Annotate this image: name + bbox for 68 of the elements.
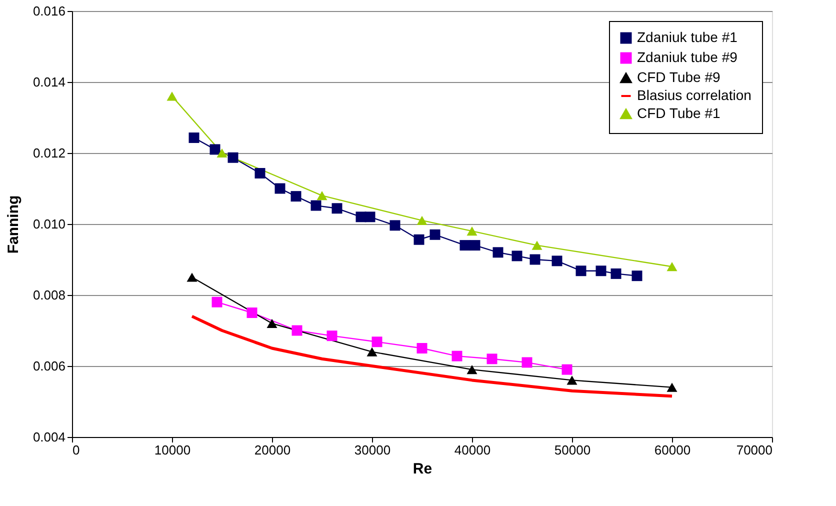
point [666,382,678,392]
x-tick-label: 40000 [454,442,491,458]
point [522,357,532,368]
x-tick-label: 50000 [554,442,591,458]
point [246,308,258,318]
legend-label: Zdaniuk tube #9 [637,49,738,65]
y-tick-label: 0.004 [32,430,66,444]
point [460,240,470,251]
point [372,336,382,348]
point [228,152,238,163]
point [452,350,462,362]
point [512,250,522,262]
point [632,270,642,282]
point [562,364,572,375]
legend-label: Zdaniuk tube #1 [637,29,738,45]
point [552,256,562,266]
point [212,296,222,308]
y-tick-label: 0.006 [32,358,66,374]
point [274,183,286,194]
x-axis-title: Re [412,460,432,478]
point [364,212,376,222]
point [416,343,428,354]
x-tick-label: 10000 [154,442,191,458]
legend-label: CFD Tube #1 [637,105,720,121]
point [210,144,220,155]
point [188,132,200,143]
point [266,318,278,328]
point [366,347,378,356]
x-tick-label: 60000 [654,442,691,458]
line-series [190,314,674,398]
point [390,220,400,231]
point [530,254,540,265]
point [416,216,428,225]
point [466,226,478,236]
point [166,92,178,101]
point [326,330,338,342]
point [576,266,586,276]
x-tick-label: 70000 [736,442,772,458]
point [666,262,678,272]
y-tick-label: 0.010 [32,216,66,232]
x-tick-label: 30000 [354,442,391,458]
point [332,203,342,214]
y-tick-label: 0.016 [32,4,66,18]
point [310,200,322,211]
legend-label: CFD Tube #9 [637,69,720,85]
x-tick-label: 20000 [254,442,291,458]
point [216,148,228,158]
y-axis-title: Fanning [4,195,22,254]
y-tick-label: 0.012 [32,146,66,160]
point [486,354,498,364]
point [316,191,328,200]
point [186,272,198,282]
point [414,234,424,245]
point [566,376,578,385]
point [292,325,302,336]
y-tick-label: 0.008 [32,288,66,302]
x-tick-label: 0 [72,442,80,458]
point [492,247,504,258]
legend-label: Blasius correlation [637,87,752,103]
point [596,266,606,276]
point [254,168,266,178]
point [470,240,480,251]
point [430,229,440,240]
point [532,240,542,250]
point [610,268,622,279]
y-tick-label: 0.014 [32,74,66,90]
point [466,365,478,374]
point [290,191,302,202]
